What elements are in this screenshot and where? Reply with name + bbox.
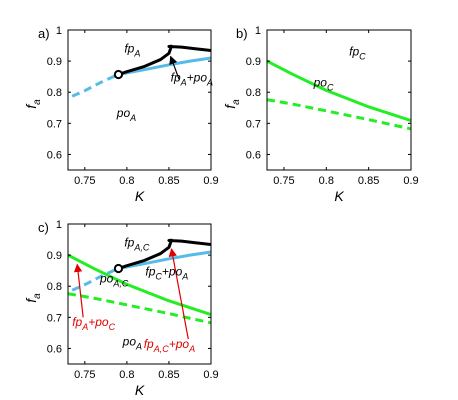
x-tick-label: 0.85 xyxy=(158,369,179,381)
y-tick-label: 0.7 xyxy=(246,118,261,130)
region-label: fpA+poC xyxy=(72,315,115,332)
region-label: fpA xyxy=(124,41,140,58)
plot-frame xyxy=(266,29,412,171)
x-axis-label: K xyxy=(135,188,145,204)
y-tick-label: 0.8 xyxy=(47,281,62,293)
bifurcation-marker xyxy=(113,69,124,80)
y-axis-label: fa xyxy=(23,293,43,303)
region-label: fpC xyxy=(349,45,366,62)
x-tick-label: 0.9 xyxy=(203,175,218,187)
x-axis-label: K xyxy=(334,188,344,204)
x-tick-label: 0.8 xyxy=(319,175,334,187)
x-tick-label: 0.8 xyxy=(119,369,134,381)
y-tick-label: 0.9 xyxy=(47,250,62,262)
plot-area xyxy=(267,59,411,131)
x-tick-label: 0.75 xyxy=(273,175,294,187)
series-fpC xyxy=(267,59,411,122)
annotation-arrow xyxy=(73,263,84,318)
bifurcation-marker xyxy=(113,263,124,274)
x-tick-label: 0.85 xyxy=(158,175,179,187)
region-label: poC xyxy=(313,76,334,93)
region-label: poA,C xyxy=(99,271,129,288)
plot-area xyxy=(71,44,211,98)
panel-b: 0.75 0.8 0.85 0.9 0.6 0.7 0.8 0.9 1 Kfa b) fpC poC xyxy=(222,25,419,204)
panel-c: 0.75 0.8 0.85 0.9 0.6 0.7 0.8 0.9 1 Kfa c) fpA,C fpC… xyxy=(23,219,219,398)
series-po_dashed xyxy=(71,267,120,292)
y-tick-label: 0.6 xyxy=(246,149,261,161)
plot-frame xyxy=(67,29,212,171)
series-poC xyxy=(68,292,211,325)
x-tick-label: 0.75 xyxy=(74,369,95,381)
annotation-arrow xyxy=(168,248,189,340)
y-tick-label: 1 xyxy=(56,25,62,37)
annotation-arrow xyxy=(169,55,180,80)
series-po_dashed xyxy=(71,73,120,98)
y-tick-label: 1 xyxy=(56,219,62,231)
x-tick-label: 0.85 xyxy=(358,175,379,187)
y-axis-label: fa xyxy=(222,99,242,109)
panel-a: 0.75 0.8 0.85 0.9 0.6 0.7 0.8 0.9 1 Kfa a) fpA poA fp… xyxy=(23,25,219,204)
series-fpC xyxy=(68,253,211,316)
plot-frame xyxy=(67,223,212,365)
panel-label: a) xyxy=(38,26,50,41)
y-tick-label: 0.6 xyxy=(47,149,62,161)
y-tick-label: 0.7 xyxy=(47,312,62,324)
series-poC xyxy=(267,98,411,131)
region-label: poA xyxy=(116,106,136,123)
y-tick-label: 1 xyxy=(255,25,261,37)
y-tick-label: 0.9 xyxy=(246,56,261,68)
region-label: fpC+poA xyxy=(145,264,188,281)
x-axis-label: K xyxy=(135,382,145,398)
y-tick-label: 0.7 xyxy=(47,118,62,130)
series-fp_black xyxy=(117,238,211,270)
panel-label: c) xyxy=(38,220,49,235)
y-tick-label: 0.8 xyxy=(246,87,261,99)
region-label: fpA,C+poA xyxy=(144,337,195,354)
x-tick-label: 0.8 xyxy=(119,175,134,187)
region-label: fpA,C xyxy=(124,235,150,252)
plot-area xyxy=(68,238,211,325)
y-tick-label: 0.6 xyxy=(47,343,62,355)
y-tick-label: 0.9 xyxy=(47,56,62,68)
x-tick-label: 0.75 xyxy=(74,175,95,187)
x-tick-label: 0.9 xyxy=(403,175,418,187)
panel-label: b) xyxy=(236,26,248,41)
region-label: poA xyxy=(122,334,142,351)
series-po_solid xyxy=(118,56,211,76)
x-tick-label: 0.9 xyxy=(203,369,218,381)
y-axis-label: fa xyxy=(23,99,43,109)
region-label: fpA+poA xyxy=(171,70,213,87)
series-po_solid xyxy=(118,250,211,270)
y-tick-label: 0.8 xyxy=(47,87,62,99)
series-fp_black xyxy=(117,44,211,76)
